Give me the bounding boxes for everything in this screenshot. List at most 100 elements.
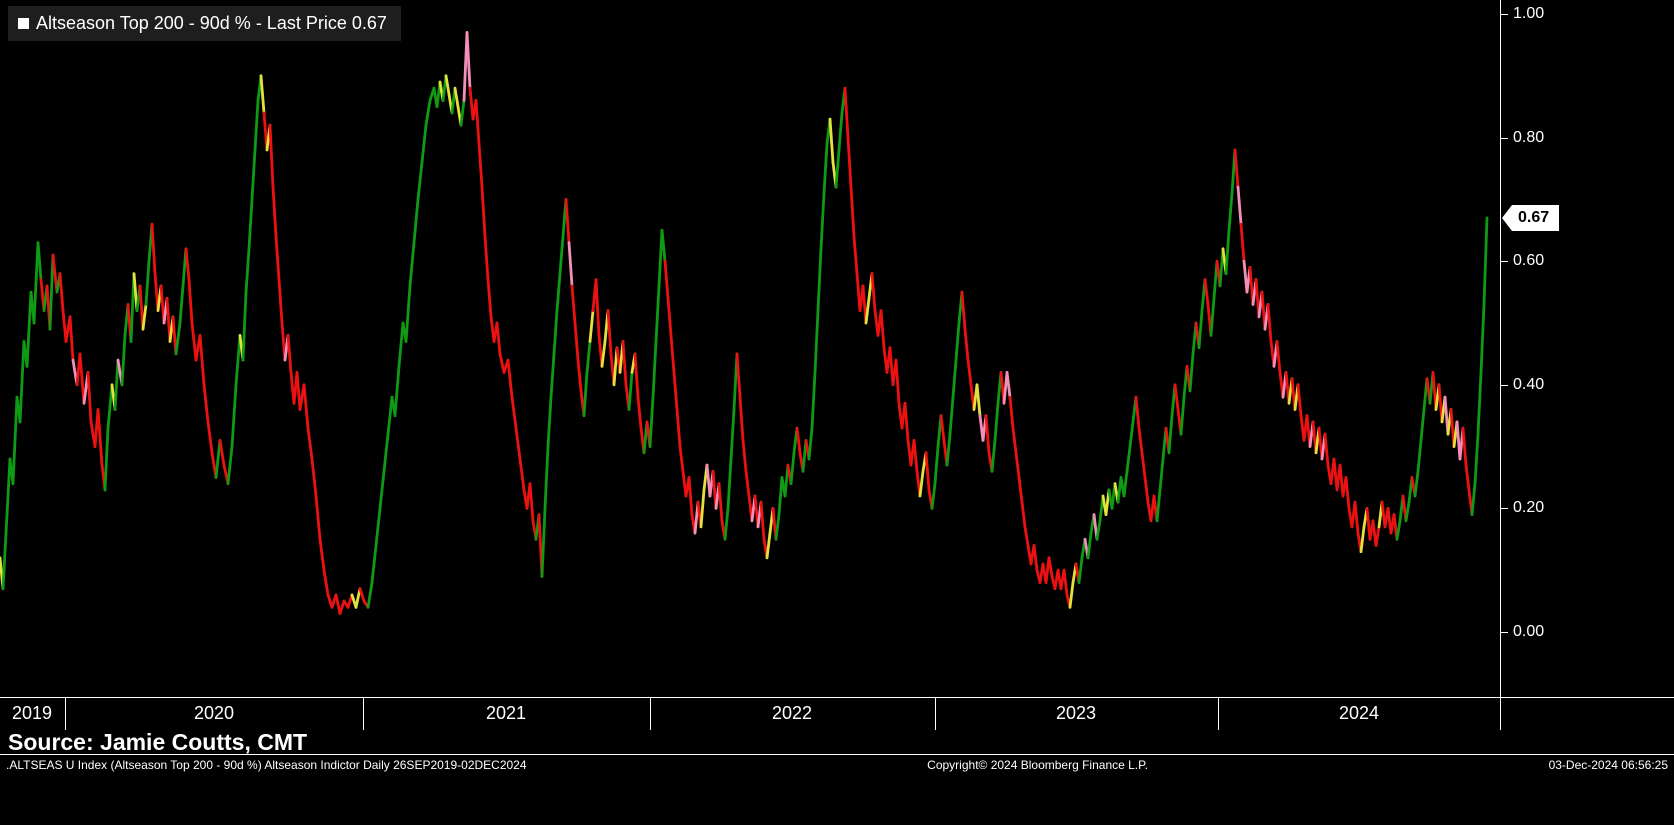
series-segment xyxy=(1416,438,1423,473)
series-segment xyxy=(948,395,955,436)
series-segment xyxy=(1173,383,1180,411)
x-axis-tick xyxy=(363,697,364,730)
series-segment xyxy=(1020,500,1027,529)
series-segment xyxy=(404,284,412,343)
series-segment xyxy=(4,457,12,535)
series-segment xyxy=(546,395,553,449)
series-segment xyxy=(514,426,522,461)
x-axis-tick xyxy=(935,697,936,730)
series-segment xyxy=(1005,370,1012,399)
series-segment xyxy=(852,235,859,276)
series-segment xyxy=(144,259,151,306)
series-segment xyxy=(113,358,120,411)
series-segment xyxy=(120,333,127,387)
series-segment xyxy=(651,340,658,399)
series-segment xyxy=(600,340,607,368)
series-segment xyxy=(424,99,432,127)
series-segment xyxy=(129,272,136,343)
series-segment xyxy=(813,309,820,374)
series-segment xyxy=(549,352,556,399)
y-axis-label: 0.40 xyxy=(1513,375,1545,393)
x-axis-label: 2023 xyxy=(1055,703,1097,723)
chart-legend-box: Altseason Top 200 - 90d % - Last Price 0… xyxy=(8,6,401,41)
series-segment xyxy=(774,513,781,541)
source-attribution: Source: Jamie Coutts, CMT xyxy=(8,729,308,755)
series-segment xyxy=(1077,556,1084,584)
series-segment xyxy=(582,370,589,418)
series-segment xyxy=(990,438,997,473)
series-segment xyxy=(1419,408,1426,442)
series-segment xyxy=(1197,309,1204,350)
series-segment xyxy=(585,340,592,374)
series-segment xyxy=(717,482,724,523)
series-segment xyxy=(310,457,318,498)
series-segment xyxy=(1479,303,1486,374)
x-axis-label: 2024 xyxy=(1338,703,1380,723)
series-segment xyxy=(954,321,961,362)
series-segment xyxy=(268,123,275,189)
series-segment xyxy=(951,358,958,399)
series-segment xyxy=(594,278,601,337)
series-segment xyxy=(206,420,214,455)
series-segment xyxy=(777,476,784,516)
y-axis-tick xyxy=(1500,137,1508,139)
series-segment xyxy=(765,531,772,560)
series-segment xyxy=(738,395,745,442)
series-segment xyxy=(723,506,730,541)
series-segment xyxy=(250,148,257,201)
series-segment xyxy=(234,333,242,387)
series-segment xyxy=(302,383,310,430)
series-segment xyxy=(759,500,766,541)
series-segment xyxy=(474,99,481,146)
series-segment xyxy=(1470,482,1477,516)
series-segment xyxy=(1167,414,1174,455)
series-segment xyxy=(1275,340,1282,374)
series-segment xyxy=(933,445,940,486)
series-segment xyxy=(1359,525,1366,554)
series-segment xyxy=(789,451,796,486)
series-segment xyxy=(729,408,736,461)
series-segment xyxy=(444,74,451,96)
series-segment xyxy=(277,278,284,325)
series-segment xyxy=(1266,303,1273,343)
series-segment xyxy=(518,457,526,492)
series-segment xyxy=(918,469,925,498)
series-segment xyxy=(218,438,226,467)
series-segment xyxy=(576,358,583,393)
series-segment xyxy=(543,445,550,510)
series-segment xyxy=(1122,469,1129,498)
series-segment xyxy=(621,340,628,387)
x-axis-label: 2020 xyxy=(193,703,235,723)
series-segment xyxy=(271,185,278,238)
series-segment xyxy=(247,197,254,251)
series-segment xyxy=(633,352,640,399)
series-segment xyxy=(214,438,222,479)
series-segment xyxy=(930,482,937,510)
series-segment xyxy=(819,191,826,251)
series-segment xyxy=(68,315,75,362)
series-segment xyxy=(386,395,394,436)
series-segment xyxy=(374,506,382,547)
series-segment xyxy=(1134,395,1141,430)
terminal-footer-bar: .ALTSEAS U Index (Altseason Top 200 - 90… xyxy=(0,754,1674,775)
series-segment xyxy=(960,290,967,331)
series-segment xyxy=(1179,395,1186,436)
altseason-line-series xyxy=(0,31,1489,615)
series-segment xyxy=(174,321,182,356)
y-axis-tick xyxy=(1500,384,1508,386)
series-segment xyxy=(1476,370,1483,436)
series-segment xyxy=(459,99,466,127)
series-segment xyxy=(822,142,829,195)
series-segment xyxy=(416,160,424,201)
series-segment xyxy=(846,136,853,189)
series-segment xyxy=(1473,432,1480,486)
chart-title: Altseason Top 200 - 90d % - Last Price 0… xyxy=(36,13,387,33)
price-chart-plot-area[interactable] xyxy=(0,0,1505,697)
x-axis-tick xyxy=(1218,697,1219,730)
series-segment xyxy=(1017,476,1024,504)
series-segment xyxy=(190,321,198,362)
series-segment xyxy=(735,352,742,399)
series-segment xyxy=(184,247,191,282)
series-segment xyxy=(1014,451,1021,479)
